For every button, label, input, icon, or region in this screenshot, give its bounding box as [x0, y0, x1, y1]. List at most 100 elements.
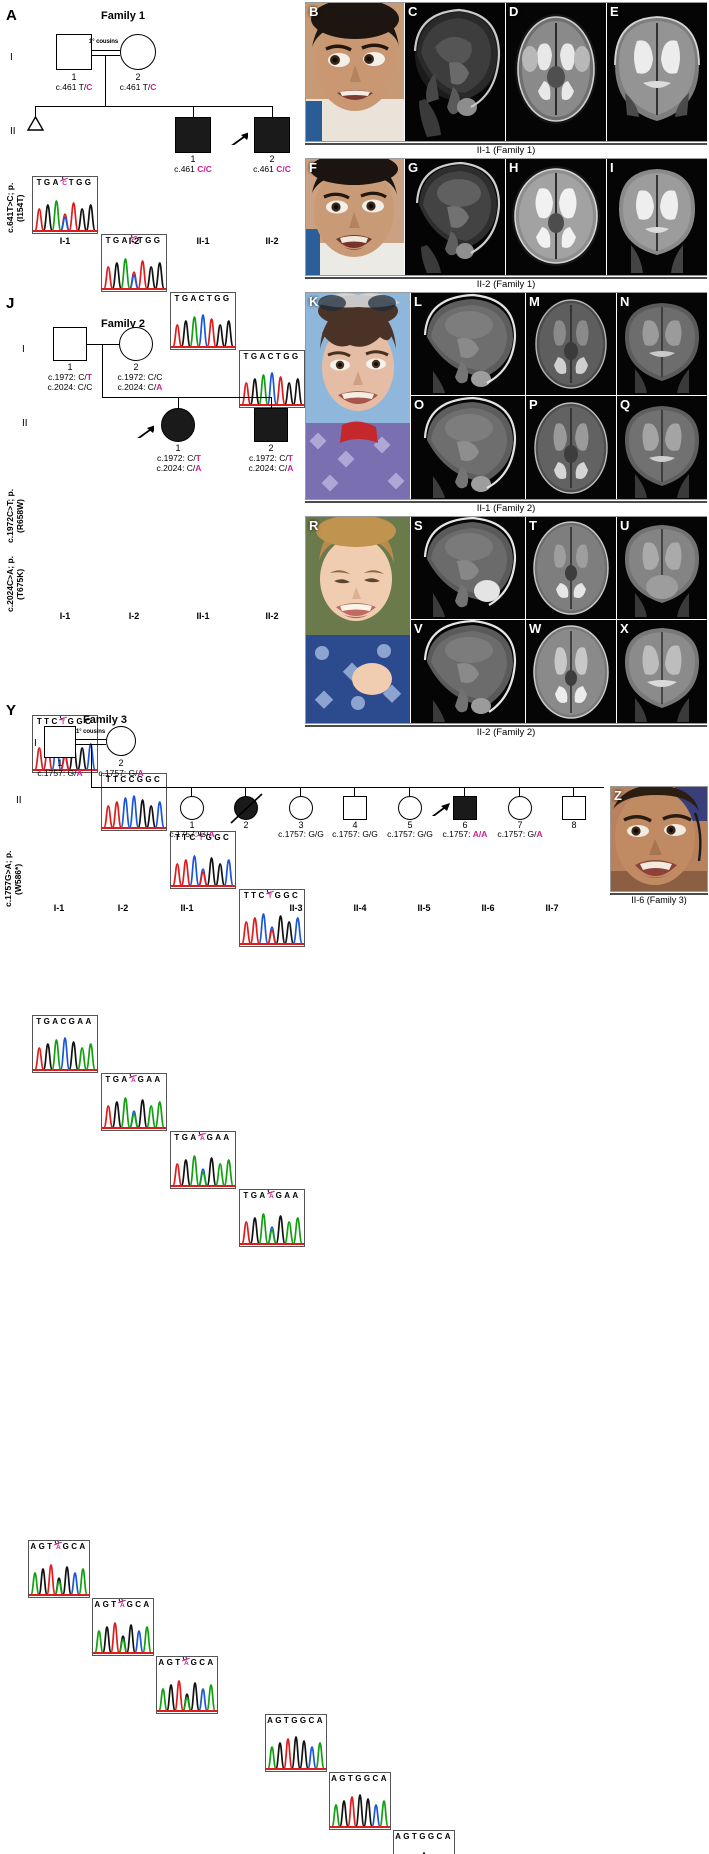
chromatogram-f3-II-1: A G T GA G C A: [156, 1656, 218, 1714]
pedigree-symbol-f3-II-6[interactable]: [453, 796, 477, 820]
seq-label-f1: c.641T>C; p.(I154T): [5, 182, 25, 234]
panel-M-mri-axial: [526, 293, 616, 395]
panel-V-mri-sagittal: [411, 620, 525, 723]
pedigree-symbol-f3-I-1[interactable]: [44, 726, 76, 758]
pedigree-id-f1-II-1: 1: [190, 154, 196, 164]
pedigree-id-f3-I-2: 2: [118, 758, 124, 768]
pedigree-id-f1-I-2: 2: [135, 72, 141, 82]
panel-letter-C: C: [408, 4, 418, 19]
panel-letter-N: N: [620, 294, 630, 309]
panel-N-mri-coronal: [617, 293, 707, 395]
pedigree-symbol-f1-I-1[interactable]: [56, 34, 92, 70]
genotype-f3-II-4: c.1757: G/G: [332, 829, 378, 839]
pedigree-id-f3-II-1: 1: [189, 820, 195, 830]
consanguinity-label-f3: 1° cousins: [76, 729, 106, 735]
panel-letter-H: H: [509, 160, 519, 175]
genotype-f2-II-2-line1: c.1972: C/T: [249, 453, 293, 463]
panel-B-photo: [306, 3, 404, 141]
genotype-f2-II-1-line2: c.2024: C/A: [156, 463, 202, 473]
chromatogram-label-f3-II-6: II-6: [481, 903, 495, 913]
chromatogram-label-f2-I-1: I-1: [59, 611, 71, 621]
panel-letter-M: M: [529, 294, 540, 309]
panel-letter-Q: Q: [620, 397, 631, 412]
proband-arrow-f2: [137, 425, 154, 438]
panel-O-mri-sagittal: [411, 396, 525, 499]
chromatogram-label-f1-II-2: II-2: [265, 236, 279, 246]
chromatogram-baseline-f1-I-1: [33, 230, 97, 232]
panel-F-photo: [306, 159, 404, 275]
panel-T-mri-axial: [526, 517, 616, 619]
genotype-f2-II-2-line2: c.2024: C/A: [248, 463, 294, 473]
pedigree-symbol-f3-II-1[interactable]: [180, 796, 204, 820]
panel-letter-T: T: [529, 518, 537, 533]
sibship-line-f3: [91, 787, 604, 789]
pedigree-symbol-f3-II-3[interactable]: [289, 796, 313, 820]
pedigree-symbol-f1-II-1[interactable]: [175, 117, 211, 153]
genotype-f3-II-1: c.1757: G/A: [169, 829, 215, 839]
image-group-1: B C D E: [305, 2, 707, 142]
panel-S-mri-sagittal: [411, 517, 525, 619]
pedigree-id-f2-I-2: 2: [133, 362, 139, 372]
sibship-drop-f1-II-2: [272, 106, 274, 118]
pedigree-symbol-f3-I-2[interactable]: [106, 726, 136, 756]
pedigree-symbol-f3-II-8[interactable]: [562, 796, 586, 820]
panel-R-photo: [306, 517, 410, 723]
deceased-slash-f3-II-2: [230, 793, 263, 824]
chromatogram-f2r1-II-1: T T C CT G G C: [170, 831, 236, 889]
panel-letter-F: F: [309, 160, 317, 175]
chromatogram-label-f3-I-2: I-2: [117, 903, 129, 913]
pedigree-symbol-f3-II-5[interactable]: [398, 796, 422, 820]
pedigree-symbol-f2-I-2[interactable]: [119, 327, 153, 361]
image-group-caption-3: II-1 (Family 2): [476, 503, 536, 514]
pedigree-symbol-f1-II-2[interactable]: [254, 117, 290, 153]
panel-Q-mri-coronal: [617, 396, 707, 499]
pedigree-id-f2-II-2: 2: [268, 443, 274, 453]
proband-arrow-f3: [431, 803, 450, 816]
chromatogram-label-f3-II-1: II-1: [180, 903, 194, 913]
genotype-f2-I-2-line1: c.1972: C/C: [117, 372, 163, 382]
chromatogram-label-f1-I-1: I-1: [59, 236, 71, 246]
genotype-f1-I-2: c.461 T/C: [119, 82, 157, 92]
genotype-f3-I-2: c.1757: G/A: [98, 768, 144, 778]
pedigree-symbol-f2-II-2[interactable]: [254, 408, 288, 442]
pedigree-symbol-f1-I-2[interactable]: [120, 34, 156, 70]
pedigree-symbol-f3-II-4[interactable]: [343, 796, 367, 820]
pedigree-id-f1-II-2: 2: [269, 154, 275, 164]
pedigree-id-f3-II-4: 4: [352, 820, 358, 830]
image-group-caption-4: II-2 (Family 2): [476, 727, 536, 738]
chromatogram-f2r2-I-2: T G A CA G A A: [101, 1073, 167, 1131]
sibship-drop-f3-6: [464, 787, 466, 797]
pedigree-id-f3-II-6: 6: [462, 820, 468, 830]
chromatogram-f1-II-1: T G A C T G G: [170, 292, 236, 350]
family2-title: Family 2: [100, 318, 146, 330]
chromatogram-f2r1-I-2: T T C C G G C: [101, 773, 167, 831]
descent-line-f2: [102, 344, 104, 398]
sibship-drop-f3-7: [519, 787, 521, 797]
consanguinity-line-top-f1: [92, 50, 120, 52]
genotype-f3-II-3: c.1757: G/G: [278, 829, 324, 839]
genotype-f3-II-7: c.1757: G/A: [497, 829, 543, 839]
sibship-drop-f3-4: [354, 787, 356, 797]
chromatogram-f2r2-II-2: T G A CA G A A: [239, 1189, 305, 1247]
genotype-f2-II-1-line1: c.1972: C/T: [157, 453, 201, 463]
chromatogram-f3-II-4: A G T G G C A: [329, 1772, 391, 1830]
family3-title: Family 3: [82, 714, 128, 726]
pedigree-id-f3-I-1: 1: [57, 758, 63, 768]
panel-H-mri-axial: [506, 159, 606, 275]
pedigree-id-f2-II-1: 1: [175, 443, 181, 453]
chromatogram-f3-II-5: A G T G G C A: [393, 1830, 455, 1854]
pedigree-id-f3-II-3: 3: [298, 820, 304, 830]
chromatogram-f2r2-II-1: T G A CA G A A: [170, 1131, 236, 1189]
panel-letter-P: P: [529, 397, 538, 412]
chromatogram-label-f1-II-1: II-1: [196, 236, 210, 246]
sibship-line-f1: [35, 106, 273, 108]
panel-X-mri-coronal: [617, 620, 707, 723]
panel-C-mri-sagittal: [405, 3, 505, 141]
sibship-drop-f3-5: [409, 787, 411, 797]
panel-letter-L: L: [414, 294, 422, 309]
image-group-3: K L M N O P Q: [305, 292, 707, 500]
pedigree-symbol-f2-II-1[interactable]: [161, 408, 195, 442]
pedigree-symbol-f2-I-1[interactable]: [53, 327, 87, 361]
genotype-f2-I-1-line2: c.2024: C/C: [47, 382, 93, 392]
pedigree-symbol-f3-II-7[interactable]: [508, 796, 532, 820]
